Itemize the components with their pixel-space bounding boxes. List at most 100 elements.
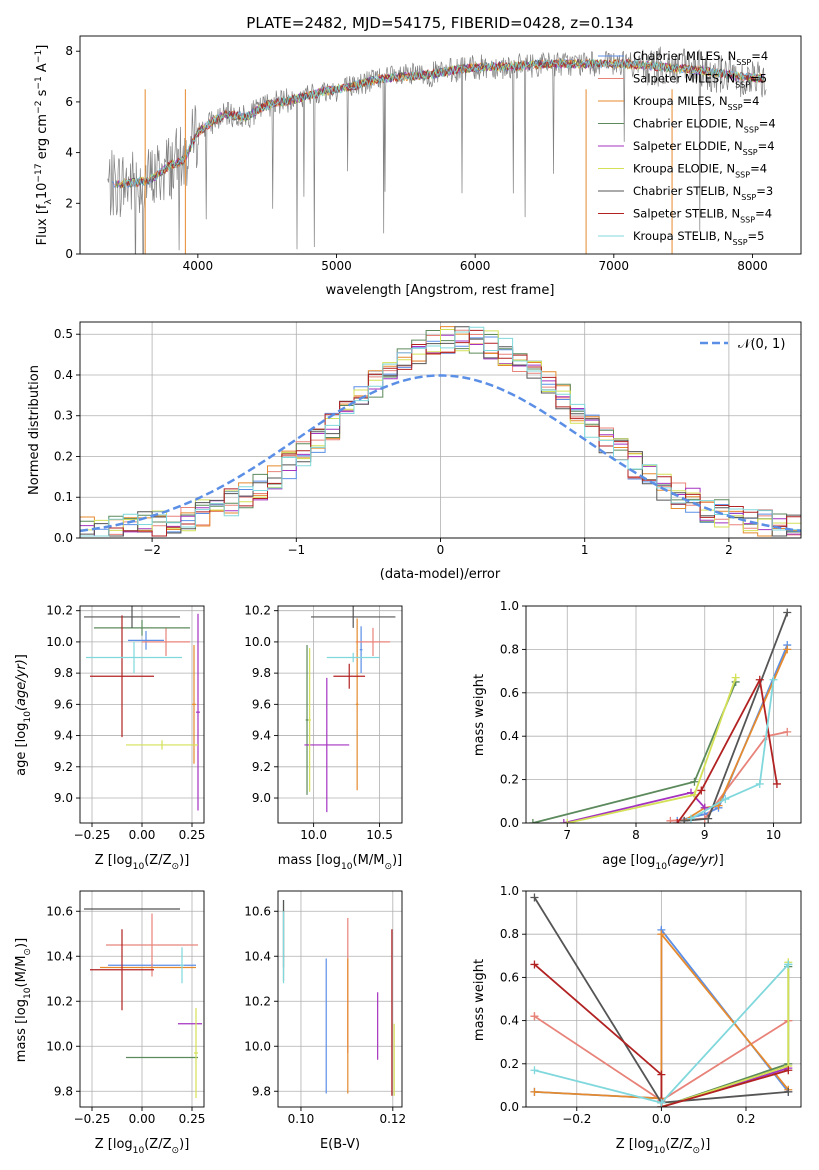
tick-label-y: 8 [65, 44, 73, 58]
tick-label-y: 0.2 [500, 773, 519, 787]
tick-label-y: 10.0 [244, 1039, 271, 1053]
weight-marker-krou_stelib [721, 795, 730, 804]
legend-label-salp_stelib: Salpeter STELIB, NSSP=4 [633, 207, 772, 225]
weight-marker-salp_miles [666, 816, 675, 823]
legend-label-salp_elodie: Salpeter ELODIE, NSSP=4 [633, 139, 775, 157]
x-axis-label: Z [log10(Z/Z⊙)] [616, 1137, 711, 1156]
tick-label-y: 0.0 [500, 1100, 519, 1114]
tick-label-y: 2 [65, 196, 73, 210]
model-spectrum-chab_stelib [119, 58, 764, 189]
legend-label-chab_miles: Chabrier MILES, NSSP=4 [633, 49, 768, 67]
tick-label-y: 9.4 [54, 729, 73, 743]
tick-label-y: 0.6 [500, 686, 519, 700]
weight-marker-chab_elodie [690, 777, 699, 786]
y-axis-label: Normed distribution [27, 365, 42, 495]
tick-label-x: 10 [766, 828, 781, 842]
tick-label-x: 8000 [737, 259, 768, 273]
tick-label-y: 0.5 [54, 327, 73, 341]
weight-marker-krou_elodie [731, 673, 740, 682]
plot-area [528, 608, 792, 823]
weight-marker-salp_stelib [530, 960, 539, 969]
tick-label-y: 1.0 [500, 884, 519, 898]
frame: 4000 5000 6000 7000 8000 0 2 4 6 8 wavelength [Ang… [34, 35, 802, 298]
plot-area [84, 908, 202, 1098]
plot-area [304, 606, 396, 813]
weight-marker-chab_stelib [784, 1087, 793, 1096]
tick-label-x: 0.10 [288, 1112, 315, 1126]
tick-label-y: 10.4 [46, 949, 73, 963]
axes-frame [79, 35, 802, 255]
tick-label-y: 10.0 [46, 1039, 73, 1053]
tick-label-x: 0 [437, 543, 445, 557]
weight-marker-salp_stelib [673, 819, 682, 823]
axes-frame [525, 605, 802, 824]
weight-marker-salp_stelib [772, 779, 781, 788]
tick-label-x: 4000 [183, 259, 214, 273]
tick-label-y: 0 [65, 247, 73, 261]
tick-label-y: 10.2 [46, 604, 73, 618]
weight-marker-krou_stelib [769, 675, 778, 684]
weight-marker-krou_stelib [784, 960, 793, 969]
chart-age_vs_Z: −0.25 0.00 0.25 9.0 9.2 9.4 9.6 9.8 10.0 10.2 Z [l… [14, 604, 205, 872]
grid [278, 606, 402, 823]
gaussian-curve [80, 374, 801, 533]
grid [80, 891, 204, 1107]
tick-label-y: 1.0 [500, 599, 519, 613]
tick-label-y: 9.8 [252, 666, 271, 680]
chart-mass_vs_ebv: 0.10 0.12 9.8 10.0 10.2 10.4 10.6 E(B-V) [244, 890, 406, 1152]
y-axis-label: mass [log10(M/M⊙)] [14, 938, 33, 1062]
tick-label-y: 0.1 [54, 490, 73, 504]
tick-label-y: 10.6 [244, 904, 271, 918]
weight-marker-chab_stelib [704, 814, 713, 823]
weight-marker-salp_stelib [755, 675, 764, 684]
weight-marker-krou_miles [530, 1087, 539, 1096]
tick-label-x: 0.2 [736, 1112, 755, 1126]
x-axis-label: age [log10(age/yr)] [602, 853, 724, 872]
histogram-salp_stelib [80, 329, 801, 537]
y-axis-label: mass weight [472, 959, 487, 1041]
legend: 𝒩(0, 1) [700, 337, 785, 352]
weight-line-salp_stelib [676, 677, 778, 823]
tick-label-y: 4 [65, 146, 73, 160]
weight-marker-salp_stelib [657, 1070, 666, 1079]
tick-label-y: 9.0 [252, 791, 271, 805]
tick-label-x: 1 [581, 543, 589, 557]
tick-label-x: −2 [143, 543, 161, 557]
tick-label-y: 0.8 [500, 642, 519, 656]
weight-marker-chab_elodie [528, 819, 537, 823]
tick-label-y: 10.4 [244, 949, 271, 963]
tick-label-x: 0.25 [179, 828, 206, 842]
tick-label-x: 0.0 [652, 1112, 671, 1126]
grid [278, 891, 402, 1107]
tick-label-y: 0.4 [54, 368, 73, 382]
tick-label-y: 9.6 [54, 697, 73, 711]
x-axis-label: Z [log10(Z/Z⊙)] [95, 853, 190, 872]
tick-label-x: 2 [725, 543, 733, 557]
tick-label-y: 9.4 [252, 729, 271, 743]
x-axis-label: (data-model)/error [380, 567, 501, 582]
tick-label-y: 0.8 [500, 927, 519, 941]
weight-marker-krou_miles [783, 645, 792, 654]
legend-label-chab_stelib: Chabrier STELIB, NSSP=3 [633, 184, 773, 202]
weight-marker-salp_elodie [559, 819, 568, 823]
tick-label-x: 10.5 [366, 828, 393, 842]
tick-label-x: 6000 [460, 259, 491, 273]
tick-label-x: −0.25 [74, 828, 111, 842]
frame: −0.25 0.00 0.25 9.8 10.0 10.2 10.4 10.6 Z [log10… [14, 890, 205, 1156]
tick-label-y: 0.3 [54, 409, 73, 423]
frame: −0.25 0.00 0.25 9.0 9.2 9.4 9.6 9.8 10.0 10.2 Z [l… [14, 604, 205, 872]
tick-label-x: 7000 [599, 259, 630, 273]
plot-area [282, 900, 395, 1096]
weight-marker-krou_stelib [530, 1066, 539, 1075]
tick-label-x: 7 [563, 828, 571, 842]
chart-mass_vs_Z: −0.25 0.00 0.25 9.8 10.0 10.2 10.4 10.6 Z [log10… [14, 890, 205, 1156]
frame: −2 −1 0 1 2 0.0 0.1 0.2 0.3 0.4 0.5 (data-model)/er… [27, 321, 802, 582]
chart-spectrum: 4000 5000 6000 7000 8000 0 2 4 6 8 wavelength [Ang… [34, 35, 802, 298]
plot-area [530, 893, 793, 1107]
plot-area [80, 326, 801, 537]
weight-line-chab_elodie [532, 681, 737, 823]
weight-line-salp_stelib [533, 963, 789, 1107]
weight-marker-krou_elodie [563, 819, 572, 823]
tick-label-y: 0.0 [54, 531, 73, 545]
